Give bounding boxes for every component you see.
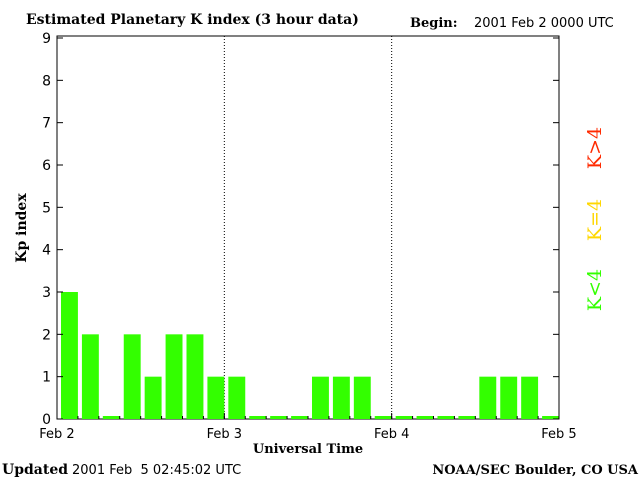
updated-label: Updated [2, 462, 68, 478]
kp-bar [291, 416, 308, 419]
x-axis-label: Universal Time [253, 442, 363, 457]
source-credit: NOAA/SEC Boulder, CO USA [432, 463, 639, 478]
legend-item: K>4 [584, 127, 606, 169]
y-tick-label: 0 [42, 412, 51, 428]
x-axis-ticks: Feb 2 Feb 3 Feb 4 Feb 5 [39, 413, 577, 442]
x-tick-label: Feb 2 [39, 427, 74, 442]
kp-bar [416, 416, 434, 419]
kp-bar [270, 416, 288, 419]
kp-bar [207, 376, 225, 419]
bars [61, 292, 559, 419]
begin-label: Begin: [410, 16, 458, 31]
kp-bar [81, 334, 99, 419]
kp-bar [102, 416, 120, 419]
x-tick-label: Feb 5 [541, 427, 576, 442]
y-axis-label: Kp index [14, 193, 30, 263]
kp-bar [437, 416, 455, 419]
begin-value: 2001 Feb 2 0000 UTC [474, 16, 614, 31]
x-tick-label: Feb 4 [374, 427, 409, 442]
kp-bar [374, 416, 392, 419]
kp-bar [249, 416, 267, 419]
kp-bar [165, 334, 183, 419]
y-tick-label: 7 [42, 116, 51, 132]
kp-bar [521, 376, 539, 419]
kp-bar [395, 416, 413, 419]
legend-item: K=4 [584, 199, 606, 241]
y-tick-label: 3 [42, 285, 51, 301]
updated-value: 2001 Feb 5 02:45:02 UTC [72, 463, 241, 478]
kp-bar [458, 416, 476, 419]
x-tick-label: Feb 3 [207, 427, 242, 442]
y-axis-ticks: 0 1 2 3 4 5 6 7 8 9 [42, 31, 559, 428]
kp-bar [500, 376, 518, 419]
kp-bar [542, 416, 559, 419]
day-dividers [223, 36, 393, 419]
y-tick-label: 4 [42, 243, 51, 259]
chart-title: Estimated Planetary K index (3 hour data… [26, 12, 359, 28]
kp-bar [144, 376, 162, 419]
y-tick-label: 6 [42, 158, 51, 174]
y-tick-label: 1 [42, 370, 51, 386]
legend: K<4 K=4 K>4 [584, 127, 606, 311]
y-tick-label: 5 [42, 200, 51, 216]
kp-bar [312, 376, 329, 419]
kp-bar [332, 376, 350, 419]
y-tick-label: 2 [42, 327, 51, 343]
kp-bar [186, 334, 204, 419]
kp-bar [61, 292, 78, 419]
y-tick-label: 8 [42, 73, 51, 89]
legend-item: K<4 [584, 269, 606, 311]
kp-bar [228, 376, 246, 419]
kp-bar [353, 376, 371, 419]
kp-bar [479, 376, 497, 419]
y-tick-label: 9 [42, 31, 51, 47]
kp-bar [123, 334, 141, 419]
